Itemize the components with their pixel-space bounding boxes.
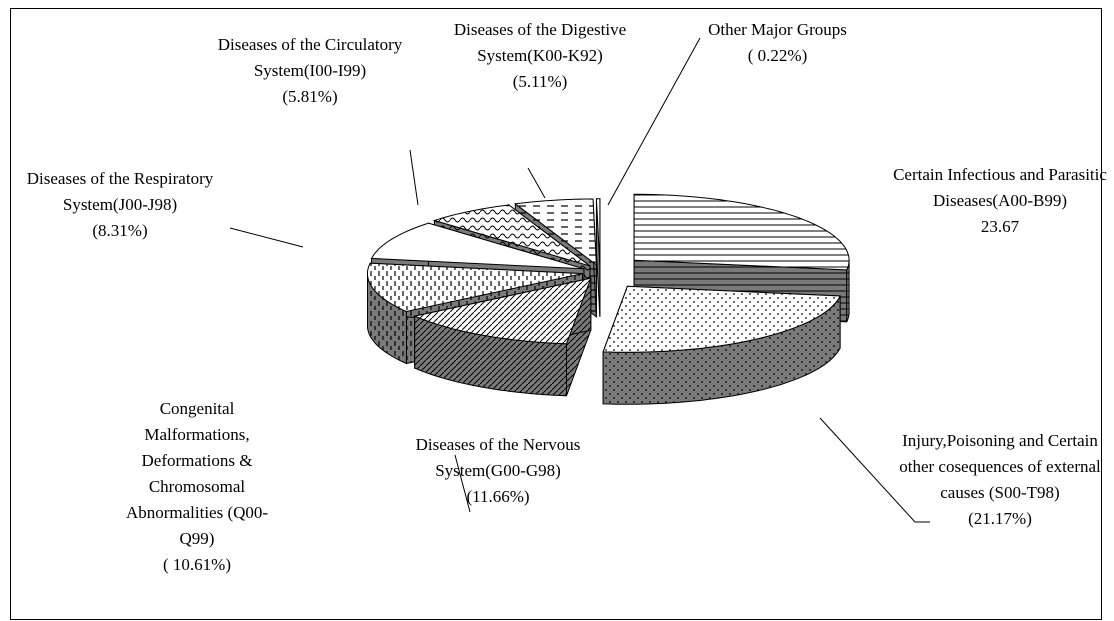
slice-label: Diseases of the Nervous System(G00-G98) (… (398, 432, 598, 510)
slice (414, 278, 591, 344)
value-label: (5.11%) (512, 72, 568, 91)
slice (603, 286, 841, 353)
slice-wall (603, 296, 841, 405)
slice-wall (414, 316, 567, 396)
category-label: Certain Infectious and Parasitic Disease… (893, 165, 1107, 210)
value-label: (11.66%) (466, 487, 530, 506)
leader-line (409, 149, 419, 206)
value-label: (8.31%) (92, 221, 148, 240)
slice-side (596, 198, 600, 317)
leader-line (229, 227, 304, 248)
value-label: ( 10.61%) (163, 555, 231, 574)
slice-label: Diseases of the Respiratory System(J00-J… (20, 166, 220, 244)
slice-label: Congenital Malformations, Deformations &… (112, 396, 282, 578)
category-label: Congenital Malformations, Deformations &… (125, 399, 269, 548)
value-label: (21.17%) (968, 509, 1032, 528)
value-label: 23.67 (980, 217, 1020, 236)
slice (371, 223, 584, 269)
category-label: Other Major Groups (708, 20, 847, 39)
slice (367, 263, 583, 312)
category-label: Diseases of the Circulatory System(I00-I… (217, 35, 403, 80)
leader-line (454, 454, 471, 513)
slice-wall (367, 273, 407, 364)
slice-label: Injury,Poisoning and Certain other coseq… (890, 428, 1110, 532)
slice-wall (846, 260, 850, 322)
slice-label: Certain Infectious and Parasitic Disease… (890, 162, 1110, 240)
leader-line (819, 417, 930, 523)
slice (434, 204, 590, 266)
category-label: Diseases of the Nervous System(G00-G98) (415, 435, 581, 480)
leader-line (527, 167, 546, 199)
slice (634, 194, 850, 270)
value-label: ( 0.22%) (747, 46, 808, 65)
chart-frame (10, 8, 1102, 620)
value-label: (5.81%) (282, 87, 338, 106)
category-label: Diseases of the Respiratory System(J00-J… (26, 169, 214, 214)
category-label: Injury,Poisoning and Certain other coseq… (899, 431, 1101, 502)
leader-line (607, 37, 701, 206)
slice-label: Other Major Groups ( 0.22%) (670, 17, 885, 69)
slice-label: Diseases of the Circulatory System(I00-I… (215, 32, 405, 110)
slice (596, 198, 600, 265)
slice-label: Diseases of the Digestive System(K00-K92… (450, 17, 630, 95)
category-label: Diseases of the Digestive System(K00-K92… (453, 20, 627, 65)
slice (515, 199, 597, 265)
